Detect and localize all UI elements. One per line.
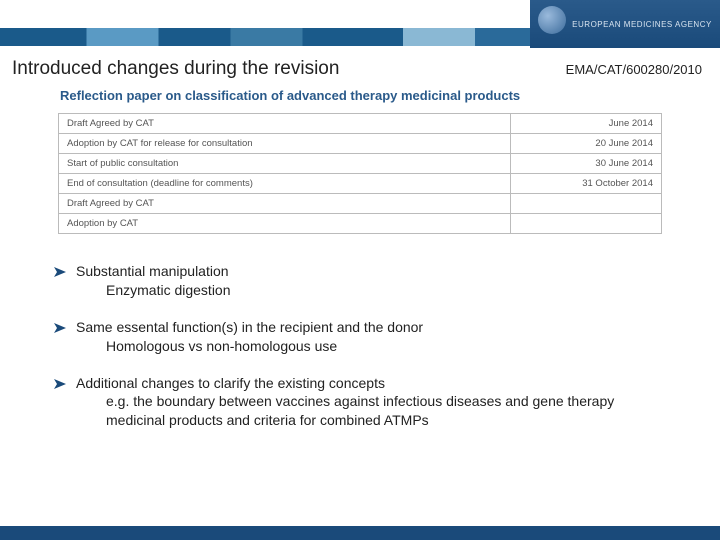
page-title: Introduced changes during the revision (12, 58, 339, 80)
bullet-subline: Enzymatic digestion (76, 281, 670, 300)
table-label: Start of public consultation (59, 154, 511, 173)
title-row: Introduced changes during the revision E… (0, 48, 720, 84)
agency-name: EUROPEAN MEDICINES AGENCY (572, 20, 712, 29)
bullet-item: Substantial manipulation Enzymatic diges… (54, 262, 670, 300)
table-row: Draft Agreed by CAT (59, 194, 661, 214)
header: EUROPEAN MEDICINES AGENCY (0, 0, 720, 48)
bullet-item: Additional changes to clarify the existi… (54, 374, 670, 431)
table-date: 31 October 2014 (511, 174, 661, 193)
bullet-item: Same essental function(s) in the recipie… (54, 318, 670, 356)
table-row: Start of public consultation 30 June 201… (59, 154, 661, 174)
table-row: Adoption by CAT (59, 214, 661, 234)
table-date: 20 June 2014 (511, 134, 661, 153)
bullet-line: Additional changes to clarify the existi… (76, 374, 670, 393)
bullet-line: Substantial manipulation (76, 262, 670, 281)
subtitle: Reflection paper on classification of ad… (0, 84, 720, 113)
bullet-subline: e.g. the boundary between vaccines again… (76, 392, 670, 430)
table-row: Draft Agreed by CAT June 2014 (59, 114, 661, 134)
table-label: End of consultation (deadline for commen… (59, 174, 511, 193)
table-date: 30 June 2014 (511, 154, 661, 173)
table-label: Draft Agreed by CAT (59, 194, 511, 213)
table-label: Draft Agreed by CAT (59, 114, 511, 133)
doc-reference: EMA/CAT/600280/2010 (566, 62, 702, 77)
bullet-arrow-icon (54, 267, 66, 277)
bullet-body: Same essental function(s) in the recipie… (76, 318, 670, 356)
table-date (511, 214, 661, 233)
table-label: Adoption by CAT (59, 214, 511, 233)
agency-logo-icon (538, 6, 566, 34)
table-label: Adoption by CAT for release for consulta… (59, 134, 511, 153)
bullet-list: Substantial manipulation Enzymatic diges… (0, 252, 720, 430)
footer-bar (0, 526, 720, 540)
timeline-table: Draft Agreed by CAT June 2014 Adoption b… (58, 113, 662, 234)
table-row: End of consultation (deadline for commen… (59, 174, 661, 194)
table-date (511, 194, 661, 213)
table-date: June 2014 (511, 114, 661, 133)
bullet-body: Additional changes to clarify the existi… (76, 374, 670, 431)
bullet-subline: Homologous vs non-homologous use (76, 337, 670, 356)
bullet-arrow-icon (54, 379, 66, 389)
table-row: Adoption by CAT for release for consulta… (59, 134, 661, 154)
bullet-body: Substantial manipulation Enzymatic diges… (76, 262, 670, 300)
bullet-line: Same essental function(s) in the recipie… (76, 318, 670, 337)
bullet-arrow-icon (54, 323, 66, 333)
agency-badge: EUROPEAN MEDICINES AGENCY (530, 0, 720, 48)
